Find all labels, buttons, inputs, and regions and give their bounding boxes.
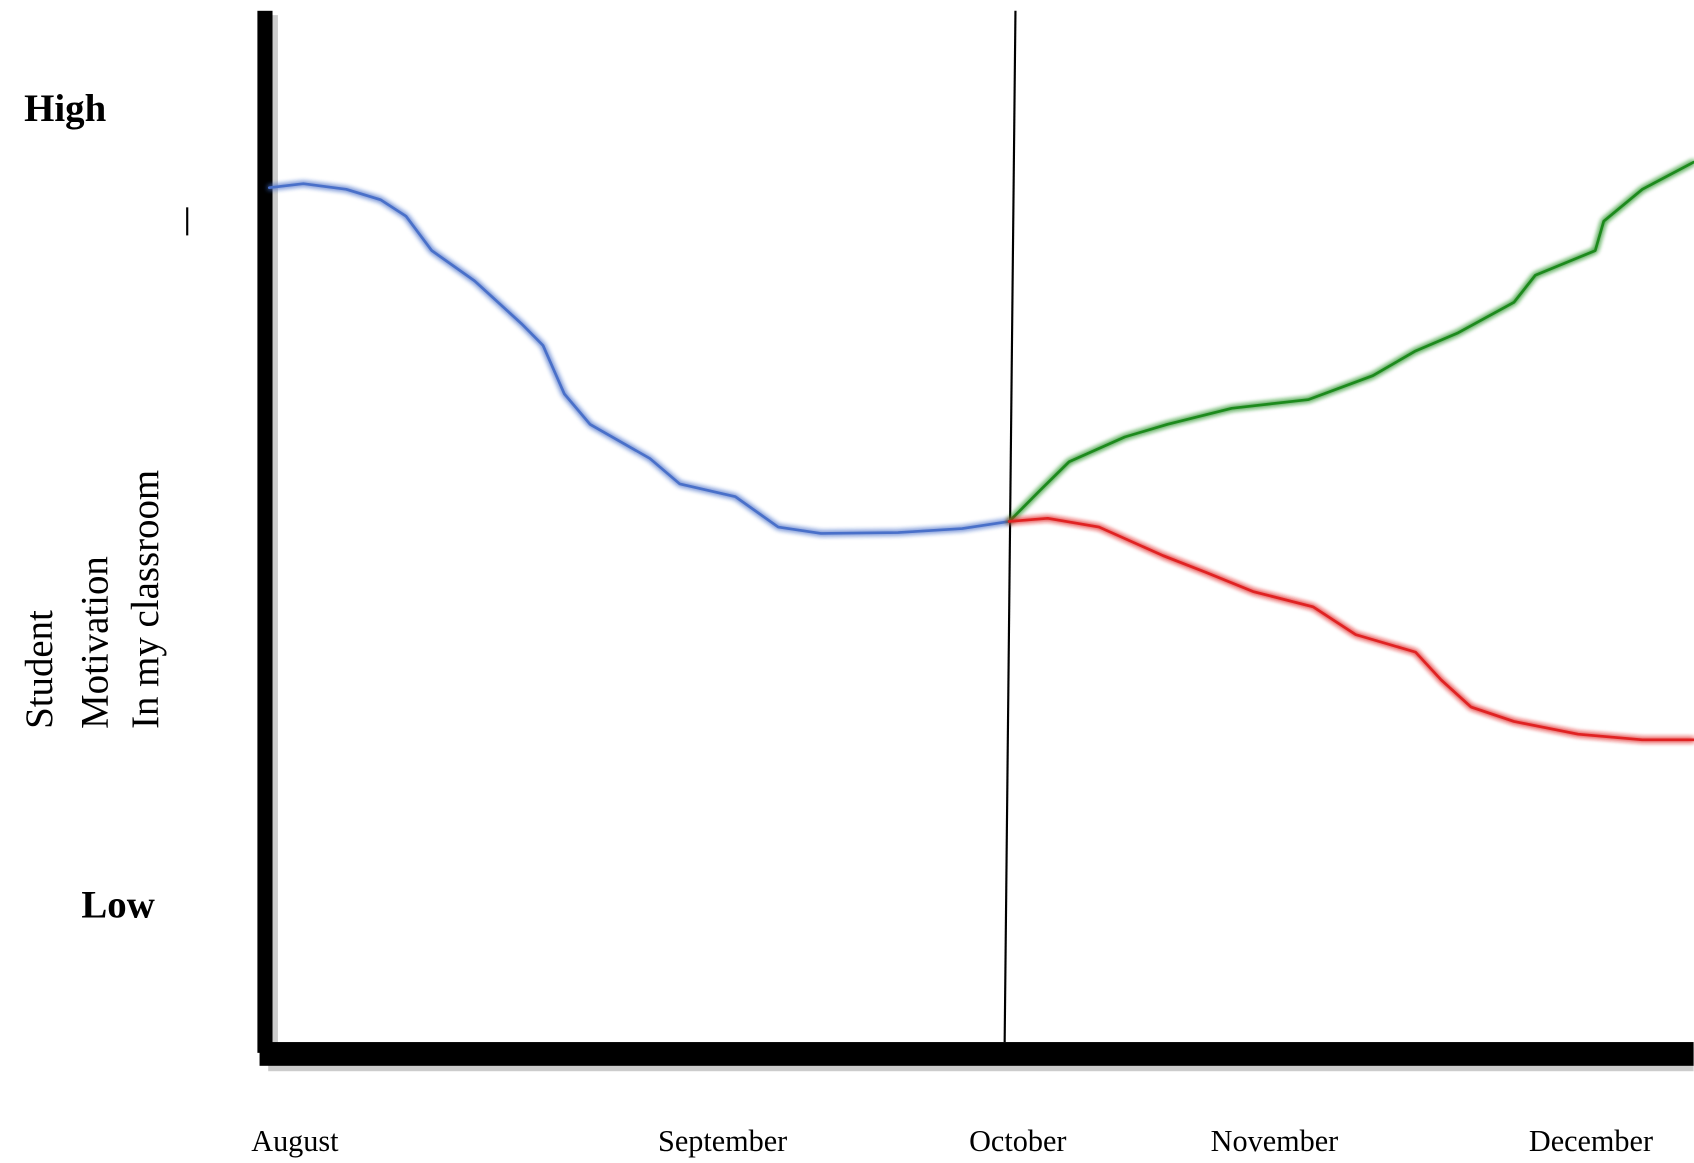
y-axis-title-line: Motivation	[73, 556, 116, 729]
data-line	[1007, 516, 1694, 742]
data-line	[1007, 160, 1694, 523]
y-tick-label: High	[24, 87, 106, 130]
x-tick-label: August	[251, 1124, 339, 1158]
x-axis	[259, 1042, 1694, 1066]
x-tick-label: November	[1211, 1124, 1339, 1158]
x-tick-label: September	[658, 1124, 787, 1158]
x-tick-label: December	[1529, 1124, 1653, 1158]
y-tick-label: Low	[81, 884, 154, 927]
y-axis-title: Student Motivation In my classroom	[18, 470, 167, 729]
y-axis-title-line: Student	[18, 610, 61, 729]
x-tick-label: October	[969, 1124, 1066, 1158]
y-axis-title-line: In my classroom	[124, 470, 167, 729]
data-line	[267, 182, 1011, 535]
plot-area	[267, 160, 1694, 742]
divider-line	[1003, 10, 1017, 1043]
y-axis	[257, 10, 273, 1053]
